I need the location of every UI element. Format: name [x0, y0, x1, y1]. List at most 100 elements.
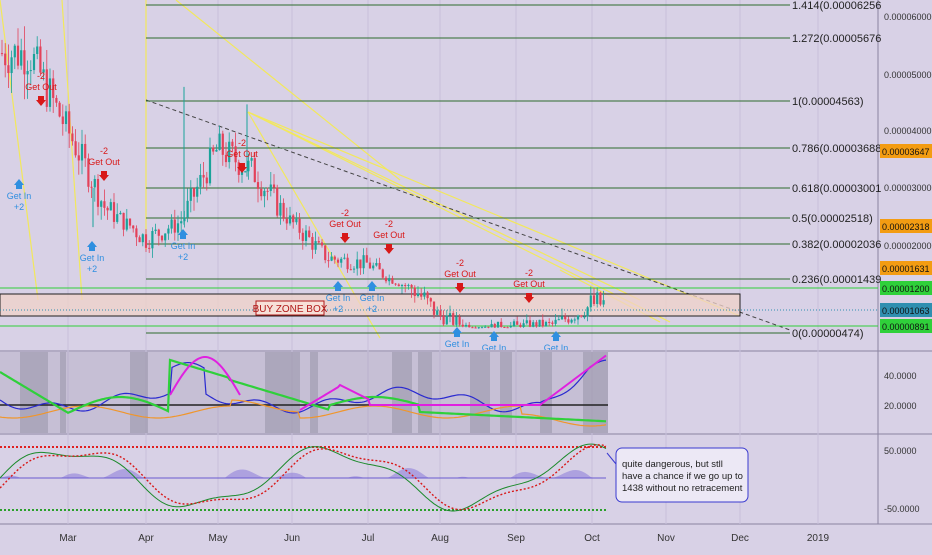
- indicator1-axis: 40.0000 20.0000: [884, 371, 917, 411]
- indicator1-magenta-line: [299, 354, 607, 411]
- candle-body: [282, 202, 285, 219]
- candle-body: [135, 228, 138, 238]
- price-badge-bg-2: [880, 261, 932, 275]
- indicator1-orange-line: [0, 399, 607, 427]
- candle-body: [455, 316, 458, 325]
- get-out-arrow-icon: [99, 171, 109, 181]
- candle-body: [602, 300, 605, 305]
- candle-body: [413, 287, 416, 297]
- get-in-arrow-icon: [489, 331, 499, 341]
- fib-label-0.5: 0.5(0.00002518): [792, 213, 873, 225]
- trend-line-0: [0, 0, 39, 301]
- candle-body: [116, 214, 119, 222]
- indicator2-pane: [0, 443, 608, 512]
- candle-body: [496, 321, 500, 328]
- signal-minus-6: -2: [341, 208, 349, 218]
- candle-body: [580, 315, 583, 317]
- candle-body: [404, 285, 407, 287]
- signal-getin-0: Get In: [7, 191, 32, 201]
- candle-body: [308, 230, 311, 237]
- time-label-3: Jun: [284, 533, 300, 544]
- candle-body: [554, 319, 557, 324]
- signal-plus-4: +2: [178, 252, 188, 262]
- candle-body: [474, 327, 477, 329]
- candle-body: [106, 207, 109, 211]
- candle-body: [263, 190, 266, 197]
- indicator2-tick-50: 50.0000: [884, 446, 917, 456]
- candle-body: [512, 321, 516, 327]
- price-badges: 0.00003647 0.00002318 0.00001631 0.00001200…: [880, 144, 932, 333]
- candle-body: [276, 187, 279, 216]
- fib-label-0.236: 0.236(0.00001439: [792, 274, 881, 286]
- candle-body: [375, 262, 378, 266]
- indicator1-shade-5: [392, 352, 412, 433]
- candle-body: [487, 326, 490, 328]
- indicator2-lines: [0, 443, 607, 512]
- get-out-arrow-icon: [340, 233, 350, 243]
- get-in-arrow-icon: [333, 281, 343, 291]
- candle-body: [468, 324, 471, 328]
- price-badge-2: 0.00001631: [882, 264, 930, 274]
- candle-body: [132, 225, 135, 229]
- indicator1-shade-4: [310, 352, 318, 433]
- candle-body: [522, 323, 525, 328]
- candle-body: [365, 255, 368, 263]
- candle-body: [148, 247, 151, 249]
- signal-getout-2: Get Out: [88, 157, 120, 167]
- candle-body: [416, 293, 420, 297]
- price-tick-3: 0.00003000: [884, 183, 932, 193]
- get-out-arrow-icon: [237, 163, 247, 173]
- candle-body: [144, 234, 148, 248]
- candle-body: [122, 212, 125, 230]
- candle-body: [141, 234, 144, 243]
- candle-body: [448, 313, 452, 316]
- fib-label-1.272: 1.272(0.00005676: [792, 33, 881, 45]
- candle-body: [557, 319, 560, 321]
- candle-body: [538, 319, 541, 327]
- price-tick-2: 0.00004000: [884, 126, 932, 136]
- time-label-8: Nov: [657, 533, 675, 544]
- signal-getin-11: Get In: [445, 339, 470, 349]
- candle-body: [52, 78, 55, 98]
- candle-body: [272, 184, 276, 188]
- candle-body: [327, 260, 330, 262]
- price-badge-bg-1: [880, 219, 932, 233]
- candle-body: [80, 143, 84, 161]
- candle-body: [199, 174, 202, 187]
- price-badge-1: 0.00002318: [882, 222, 930, 232]
- indicator2-axis: 50.0000 -50.0000: [884, 446, 920, 514]
- candle-body: [388, 278, 391, 282]
- indicator2-histogram: [0, 468, 606, 478]
- candle-body: [519, 324, 522, 328]
- candle-body: [279, 202, 282, 216]
- candle-body: [596, 292, 599, 305]
- indicator2-tick-neg50: -50.0000: [884, 504, 920, 514]
- candle-body: [292, 215, 295, 223]
- buy-zone-label: BUY ZONE BOX: [253, 304, 328, 315]
- candle-body: [541, 319, 544, 327]
- candle-body: [336, 259, 340, 263]
- candle-body: [314, 241, 317, 250]
- signal-getout-5: Get Out: [226, 149, 258, 159]
- candle-body: [452, 313, 455, 325]
- candle-body: [311, 236, 314, 250]
- price-badge-bg-5: [880, 319, 932, 333]
- candle-body: [196, 186, 199, 197]
- candle-body: [532, 322, 535, 327]
- candle-body: [423, 292, 426, 297]
- candle-body: [180, 221, 183, 224]
- fib-label-1.414: 1.414(0.00006256: [792, 0, 881, 12]
- candle-body: [359, 259, 362, 269]
- signal-minus-1: -2: [37, 71, 45, 81]
- time-label-10: 2019: [807, 533, 830, 544]
- candle-body: [589, 295, 592, 308]
- signal-getin-4: Get In: [171, 241, 196, 251]
- candle-body: [269, 184, 272, 191]
- signal-getout-1: Get Out: [25, 82, 57, 92]
- price-badge-5: 0.00000891: [882, 322, 930, 332]
- candle-body: [20, 50, 23, 66]
- trend-line-3: [175, 0, 401, 181]
- candle-body: [420, 293, 423, 297]
- candle-body: [304, 230, 308, 241]
